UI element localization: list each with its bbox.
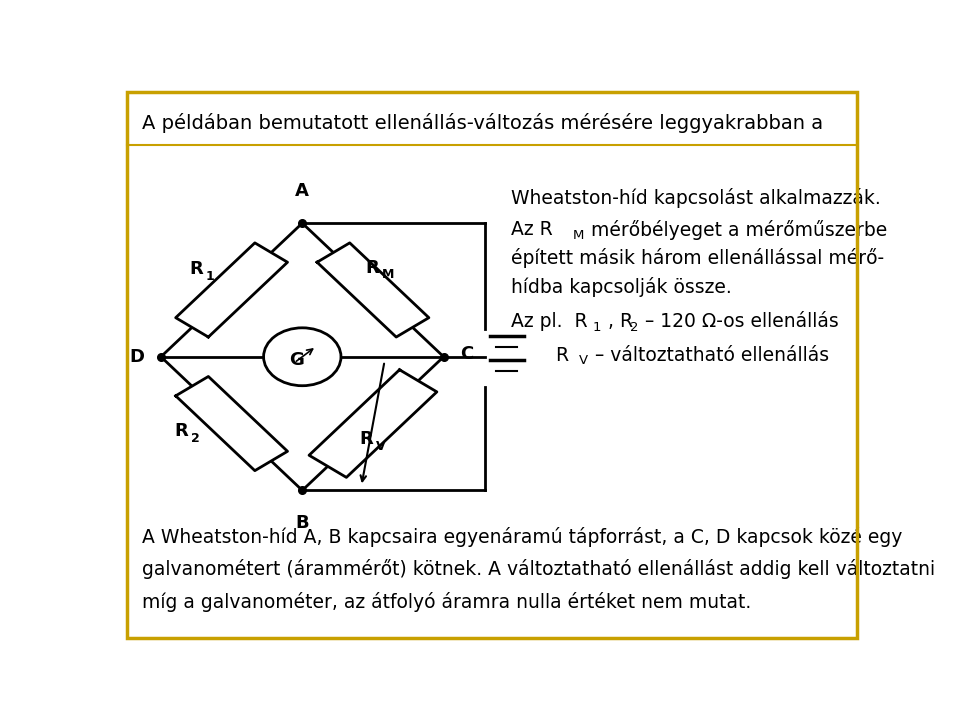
Text: – változtatható ellenállás: – változtatható ellenállás xyxy=(588,346,828,364)
Text: – 120 Ω-os ellenállás: – 120 Ω-os ellenállás xyxy=(638,312,838,331)
Text: V: V xyxy=(579,354,588,367)
Polygon shape xyxy=(176,377,287,471)
Text: R: R xyxy=(189,260,203,278)
Text: míg a galvanométer, az átfolyó áramra nulla értéket nem mutat.: míg a galvanométer, az átfolyó áramra nu… xyxy=(142,591,752,612)
Text: 1: 1 xyxy=(205,270,214,283)
Polygon shape xyxy=(317,243,429,337)
Text: R: R xyxy=(555,346,568,364)
Text: hídba kapcsolják össze.: hídba kapcsolják össze. xyxy=(511,277,732,296)
Polygon shape xyxy=(309,369,437,477)
Text: R: R xyxy=(366,259,379,277)
Text: A Wheatston-híd A, B kapcsaira egyenáramú tápforrást, a C, D kapcsok közé egy: A Wheatston-híd A, B kapcsaira egyenáram… xyxy=(142,526,902,547)
Text: D: D xyxy=(130,348,145,366)
Text: A: A xyxy=(296,181,309,200)
Text: , R: , R xyxy=(602,312,634,331)
Text: 2: 2 xyxy=(191,432,200,445)
Text: 2: 2 xyxy=(630,321,638,334)
Text: Az R: Az R xyxy=(511,221,552,239)
Text: 1: 1 xyxy=(592,321,601,334)
Text: Wheatston-híd kapcsolást alkalmazzák.: Wheatston-híd kapcsolást alkalmazzák. xyxy=(511,188,880,208)
Text: R: R xyxy=(360,429,373,448)
Text: épített másik három ellenállással mérő-: épített másik három ellenállással mérő- xyxy=(511,248,884,268)
Circle shape xyxy=(264,328,341,385)
Text: C: C xyxy=(460,345,473,363)
Text: R: R xyxy=(175,422,188,440)
Text: B: B xyxy=(296,514,309,531)
Text: G: G xyxy=(289,351,303,369)
Text: mérőbélyeget a mérőműszerbe: mérőbélyeget a mérőműszerbe xyxy=(585,220,887,240)
Text: M: M xyxy=(572,229,584,242)
Polygon shape xyxy=(176,243,287,337)
Text: Az pl.  R: Az pl. R xyxy=(511,312,588,331)
Text: A példában bemutatott ellenállás-változás mérésére leggyakrabban a: A példában bemutatott ellenállás-változá… xyxy=(142,113,824,133)
Text: V: V xyxy=(376,440,386,453)
Text: galvanométert (árammérőt) kötnek. A változtatható ellenállást addig kell változt: galvanométert (árammérőt) kötnek. A vált… xyxy=(142,560,935,579)
Text: M: M xyxy=(382,268,395,281)
